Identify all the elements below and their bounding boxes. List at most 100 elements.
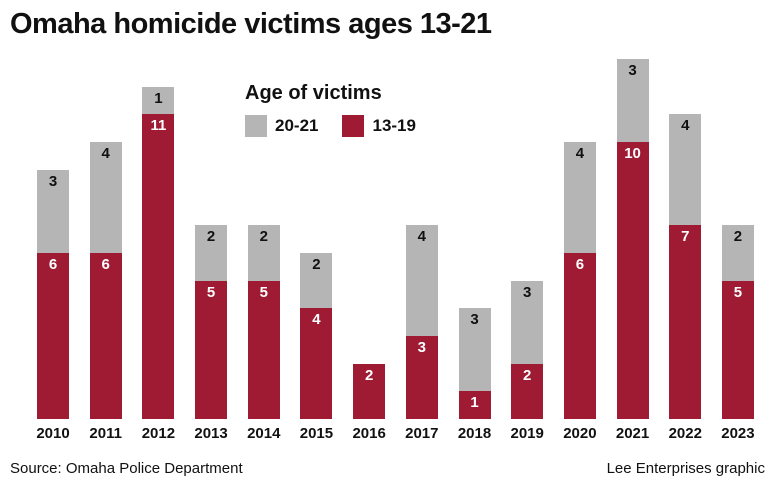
bar-column: 2 5 2013 [190,59,232,445]
graphic-credit: Lee Enterprises graphic [606,460,765,477]
x-axis-label: 2013 [194,425,228,442]
bar-segment-20-21: 4 [563,142,596,253]
bar-value-label: 3 [628,62,637,80]
bar-segment-20-21: 4 [405,225,438,336]
bar-column: 3 1 2018 [454,59,496,445]
bar-segment-20-21: 3 [511,280,544,364]
bar-segment-20-21: 3 [616,59,649,143]
x-axis-label: 2022 [668,425,702,442]
bar-segment-20-21: 1 [142,86,175,115]
bar-segment-13-19: 1 [458,391,491,419]
bar-value-label: 11 [150,117,167,135]
bar-column: 3 2 2019 [506,59,548,445]
bar-value-label: 6 [575,255,585,273]
source-credit: Source: Omaha Police Department [10,460,243,477]
bar-segment-20-21: 2 [721,225,754,281]
bar-value-label: 6 [101,255,110,273]
bar-column: 2 5 2023 [717,59,759,445]
legend: Age of victims 20-21 13-19 [229,72,432,149]
bar-value-label: 10 [624,145,641,163]
bar-segment-13-19: 6 [37,252,69,419]
bar-value-label: 2 [523,366,532,384]
bar-value-label: 6 [48,255,58,273]
bar-value-label: 5 [733,283,743,301]
bar-segment-13-19: 6 [563,252,596,419]
bar-segment-13-19: 2 [353,363,386,419]
bar-column: 2 4 2015 [295,59,337,445]
bar-column: 2 2016 [348,59,390,445]
bar-value-label: 2 [733,228,743,246]
legend-title: Age of victims [245,82,382,104]
bar-segment-20-21: 4 [669,114,702,226]
legend-swatch-20-21 [245,115,267,137]
bar-segment-20-21: 3 [458,308,491,392]
bar-column: 2 5 2014 [243,59,285,445]
bar-column: 4 6 2020 [559,59,601,445]
bar-value-label: 3 [417,338,426,356]
bar-segment-20-21: 3 [37,169,69,253]
bar-segment-13-19: 5 [721,280,754,419]
x-axis-label: 2010 [36,425,70,442]
bar-segment-13-19: 3 [405,335,438,419]
x-axis-label: 2019 [510,425,544,442]
legend-swatch-13-19 [342,115,365,137]
bar-segment-20-21: 2 [300,252,333,309]
stacked-bar: 1 11 [142,59,175,419]
bar-value-label: 3 [470,311,479,329]
bar-value-label: 2 [364,366,374,384]
bar-column: 4 3 2017 [401,59,443,445]
bar-value-label: 5 [259,283,268,301]
bar-value-label: 2 [206,228,216,246]
x-axis-label: 2017 [405,425,439,442]
bar-value-label: 4 [101,145,110,163]
bar-segment-13-19: 4 [300,308,333,419]
bar-column: 3 10 2021 [612,59,654,445]
bar-value-label: 4 [681,117,690,135]
x-axis-label: 2012 [141,425,176,442]
legend-label-20-21: 20-21 [275,116,319,135]
x-axis-label: 2014 [247,425,281,442]
chart: 3 6 2010 4 6 2011 1 11 2012 2 5 2013 2 5 2014 2 4 2015 2 20… [32,59,759,445]
x-axis-label: 2011 [89,425,122,442]
bar-segment-20-21: 4 [89,142,122,253]
bar-segment-13-19: 11 [142,114,175,419]
bar-segment-20-21: 2 [247,225,280,281]
bar-segment-20-21: 2 [195,225,228,281]
x-axis-label: 2021 [615,425,650,442]
bar-column: 4 7 2022 [664,59,706,445]
x-axis-label: 2018 [457,425,492,442]
bar-value-label: 2 [312,255,321,273]
bar-segment-13-19: 7 [669,225,702,419]
stacked-bar: 2 [353,59,386,419]
legend-item-20-21: 20-21 [245,115,318,137]
footer: Source: Omaha Police Department Lee Ente… [10,460,765,477]
bar-value-label: 4 [575,145,585,163]
bar-value-label: 3 [523,283,532,301]
stacked-bar: 3 10 [616,59,649,419]
bar-value-label: 1 [154,89,163,107]
bar-segment-13-19: 5 [247,280,280,419]
x-axis-label: 2016 [352,425,386,442]
x-axis-label: 2023 [721,425,755,442]
legend-items: 20-21 13-19 [245,115,416,137]
x-axis-label: 2015 [299,425,334,442]
bar-segment-13-19: 2 [511,363,544,419]
legend-label-13-19: 13-19 [372,116,416,135]
bar-value-label: 4 [312,311,321,329]
bar-value-label: 4 [417,228,426,246]
bar-column: 3 6 2010 [32,59,74,445]
bar-value-label: 2 [259,228,268,246]
bar-column: 4 6 2011 [85,59,127,445]
bar-value-label: 3 [48,172,58,190]
